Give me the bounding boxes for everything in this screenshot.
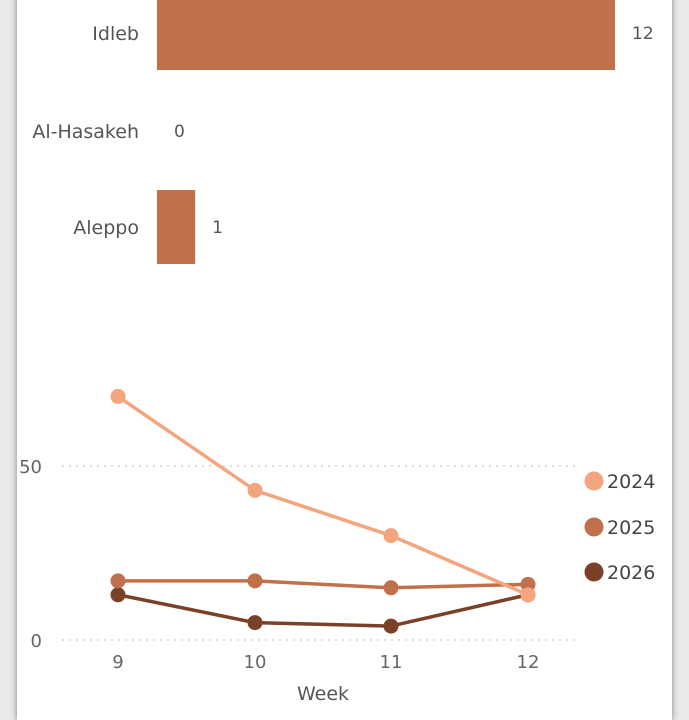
x-tick-label: 12 <box>517 652 540 673</box>
bar-data-label: 1 <box>212 218 223 238</box>
x-tick-label: 11 <box>380 652 403 673</box>
legend-marker-2026 <box>584 562 604 582</box>
data-point-2024-week-11 <box>383 528 399 544</box>
y-tick-label: 0 <box>31 631 42 652</box>
legend-label: 2026 <box>607 562 655 584</box>
series-line-2024 <box>116 394 530 597</box>
data-point-2025-week-10 <box>247 573 263 589</box>
series-line-2025 <box>116 579 530 590</box>
legend-label: 2025 <box>607 517 655 539</box>
category-label: Aleppo <box>73 217 139 239</box>
bar-aleppo <box>157 190 196 264</box>
legend-label: 2024 <box>607 471 655 493</box>
data-point-2026-week-11 <box>383 618 399 634</box>
y-tick-label: 50 <box>19 457 42 478</box>
bar-data-label: 12 <box>632 24 654 44</box>
series-line-2026 <box>116 593 530 628</box>
category-label: Al-Hasakeh <box>32 121 139 143</box>
data-point-2024-week-10 <box>247 482 263 498</box>
legend-marker-2024 <box>584 471 604 491</box>
legend-marker-2025 <box>584 517 604 537</box>
data-point-2024-week-12 <box>520 587 536 603</box>
chart-card <box>17 0 672 720</box>
x-tick-label: 9 <box>112 652 123 673</box>
x-axis-title: Week <box>297 683 349 704</box>
data-point-2025-week-12 <box>520 576 536 592</box>
data-point-2026-week-10 <box>247 615 263 631</box>
bar-idleb <box>157 0 615 70</box>
data-point-2026-week-9 <box>110 587 126 603</box>
bar-data-label: 0 <box>174 122 185 142</box>
data-point-2025-week-9 <box>110 573 126 589</box>
x-tick-label: 10 <box>244 652 267 673</box>
category-label: Idleb <box>92 23 139 45</box>
data-point-2024-week-9 <box>110 388 126 404</box>
data-point-2025-week-11 <box>383 580 399 596</box>
